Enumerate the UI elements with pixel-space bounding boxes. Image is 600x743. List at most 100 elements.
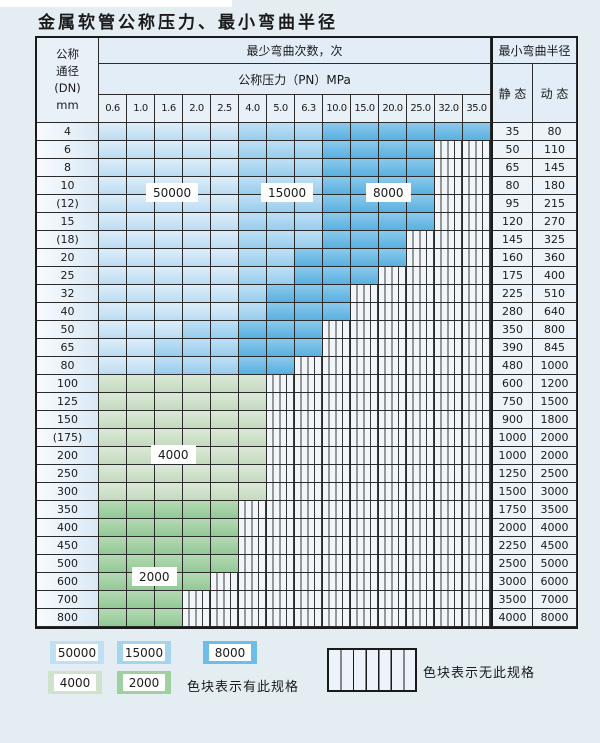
matrix-cell: [99, 303, 127, 321]
matrix-cell: [323, 591, 351, 609]
matrix-cell: [239, 573, 267, 591]
matrix-cell: [155, 357, 183, 375]
static-value: 3500: [491, 591, 533, 609]
matrix-cell: [407, 429, 435, 447]
matrix-cell: [407, 357, 435, 375]
matrix-cell: [407, 537, 435, 555]
legend-swatch-label: 8000: [209, 644, 251, 661]
matrix-cell: [407, 195, 435, 213]
matrix-cell: [379, 411, 407, 429]
matrix-cell: [435, 303, 463, 321]
matrix-cell: [407, 141, 435, 159]
matrix-cell: [295, 213, 323, 231]
matrix-cell: [295, 159, 323, 177]
matrix-cell: [267, 393, 295, 411]
matrix-cell: [99, 231, 127, 249]
dynamic-value: 6000: [533, 573, 577, 591]
matrix-cell: [239, 555, 267, 573]
dn-label: 10: [37, 177, 99, 195]
matrix-cell: [295, 393, 323, 411]
matrix-cell: [463, 195, 491, 213]
matrix-cell: [435, 429, 463, 447]
matrix-cell: [267, 267, 295, 285]
matrix-cell: [463, 267, 491, 285]
matrix-cell: [407, 249, 435, 267]
matrix-cell: [183, 519, 211, 537]
matrix-cell: [183, 375, 211, 393]
matrix-cell: [351, 393, 379, 411]
matrix-cell: [127, 249, 155, 267]
matrix-cell: [267, 465, 295, 483]
matrix-cell: [267, 519, 295, 537]
dynamic-value: 1200: [533, 375, 577, 393]
matrix-cell: [239, 357, 267, 375]
dynamic-value: 510: [533, 285, 577, 303]
dn-header-line: mm: [56, 98, 79, 113]
matrix-cell: [183, 609, 211, 627]
dn-label: 50: [37, 321, 99, 339]
pressure-bend-table: 公称 通径 (DN) mm 最少弯曲次数，次 最小弯曲半径 公称压力（PN）MPa 静 态动 …: [35, 36, 578, 629]
pressure-header: 公称压力（PN）MPa: [99, 64, 491, 95]
radius-header: 最小弯曲半径: [491, 38, 577, 64]
matrix-cell: [239, 285, 267, 303]
static-header: 静 态: [491, 64, 533, 123]
dn-label: 4: [37, 123, 99, 141]
matrix-cell: [267, 375, 295, 393]
static-value: 35: [491, 123, 533, 141]
matrix-cell: [435, 609, 463, 627]
matrix-cell: [239, 231, 267, 249]
matrix-cell: [463, 357, 491, 375]
legend-swatch-4000: 4000: [48, 671, 102, 694]
matrix-cell: [351, 285, 379, 303]
static-value: 95: [491, 195, 533, 213]
matrix-cell: [99, 339, 127, 357]
matrix-cell: [127, 123, 155, 141]
matrix-cell: [435, 267, 463, 285]
matrix-cell: [267, 501, 295, 519]
matrix-cell: [127, 429, 155, 447]
matrix-cell: [379, 429, 407, 447]
matrix-cell: [351, 411, 379, 429]
matrix-cell: [407, 591, 435, 609]
matrix-cell: [379, 123, 407, 141]
dn-label: 200: [37, 447, 99, 465]
matrix-cell: [379, 321, 407, 339]
matrix-cell: [379, 231, 407, 249]
matrix-cell: [295, 411, 323, 429]
matrix-cell: [407, 501, 435, 519]
matrix-cell: [99, 609, 127, 627]
matrix-cell: [323, 339, 351, 357]
dn-label: 32: [37, 285, 99, 303]
static-value: 4000: [491, 609, 533, 627]
matrix-cell: [239, 519, 267, 537]
dn-label: 450: [37, 537, 99, 555]
dn-label: 125: [37, 393, 99, 411]
dynamic-value: 145: [533, 159, 577, 177]
matrix-cell: [211, 213, 239, 231]
dn-label: 350: [37, 501, 99, 519]
matrix-cell: [463, 447, 491, 465]
matrix-cell: [379, 213, 407, 231]
dynamic-value: 1000: [533, 357, 577, 375]
matrix-cell: [463, 483, 491, 501]
cycles-label-8000: 8000: [366, 183, 411, 202]
matrix-cell: [323, 375, 351, 393]
matrix-cell: [351, 213, 379, 231]
matrix-cell: [239, 447, 267, 465]
static-value: 900: [491, 411, 533, 429]
matrix-cell: [379, 375, 407, 393]
matrix-cell: [155, 213, 183, 231]
matrix-cell: [211, 483, 239, 501]
matrix-cell: [351, 123, 379, 141]
matrix-cell: [351, 141, 379, 159]
static-value: 65: [491, 159, 533, 177]
matrix-cell: [183, 429, 211, 447]
matrix-cell: [99, 591, 127, 609]
matrix-cell: [407, 483, 435, 501]
matrix-cell: [99, 573, 127, 591]
matrix-cell: [407, 213, 435, 231]
matrix-cell: [463, 285, 491, 303]
matrix-cell: [323, 393, 351, 411]
dn-label: 20: [37, 249, 99, 267]
matrix-cell: [435, 339, 463, 357]
